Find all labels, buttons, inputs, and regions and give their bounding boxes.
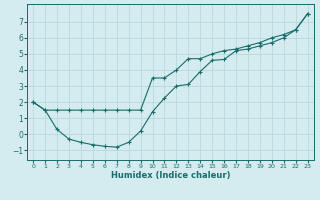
X-axis label: Humidex (Indice chaleur): Humidex (Indice chaleur) bbox=[111, 171, 230, 180]
